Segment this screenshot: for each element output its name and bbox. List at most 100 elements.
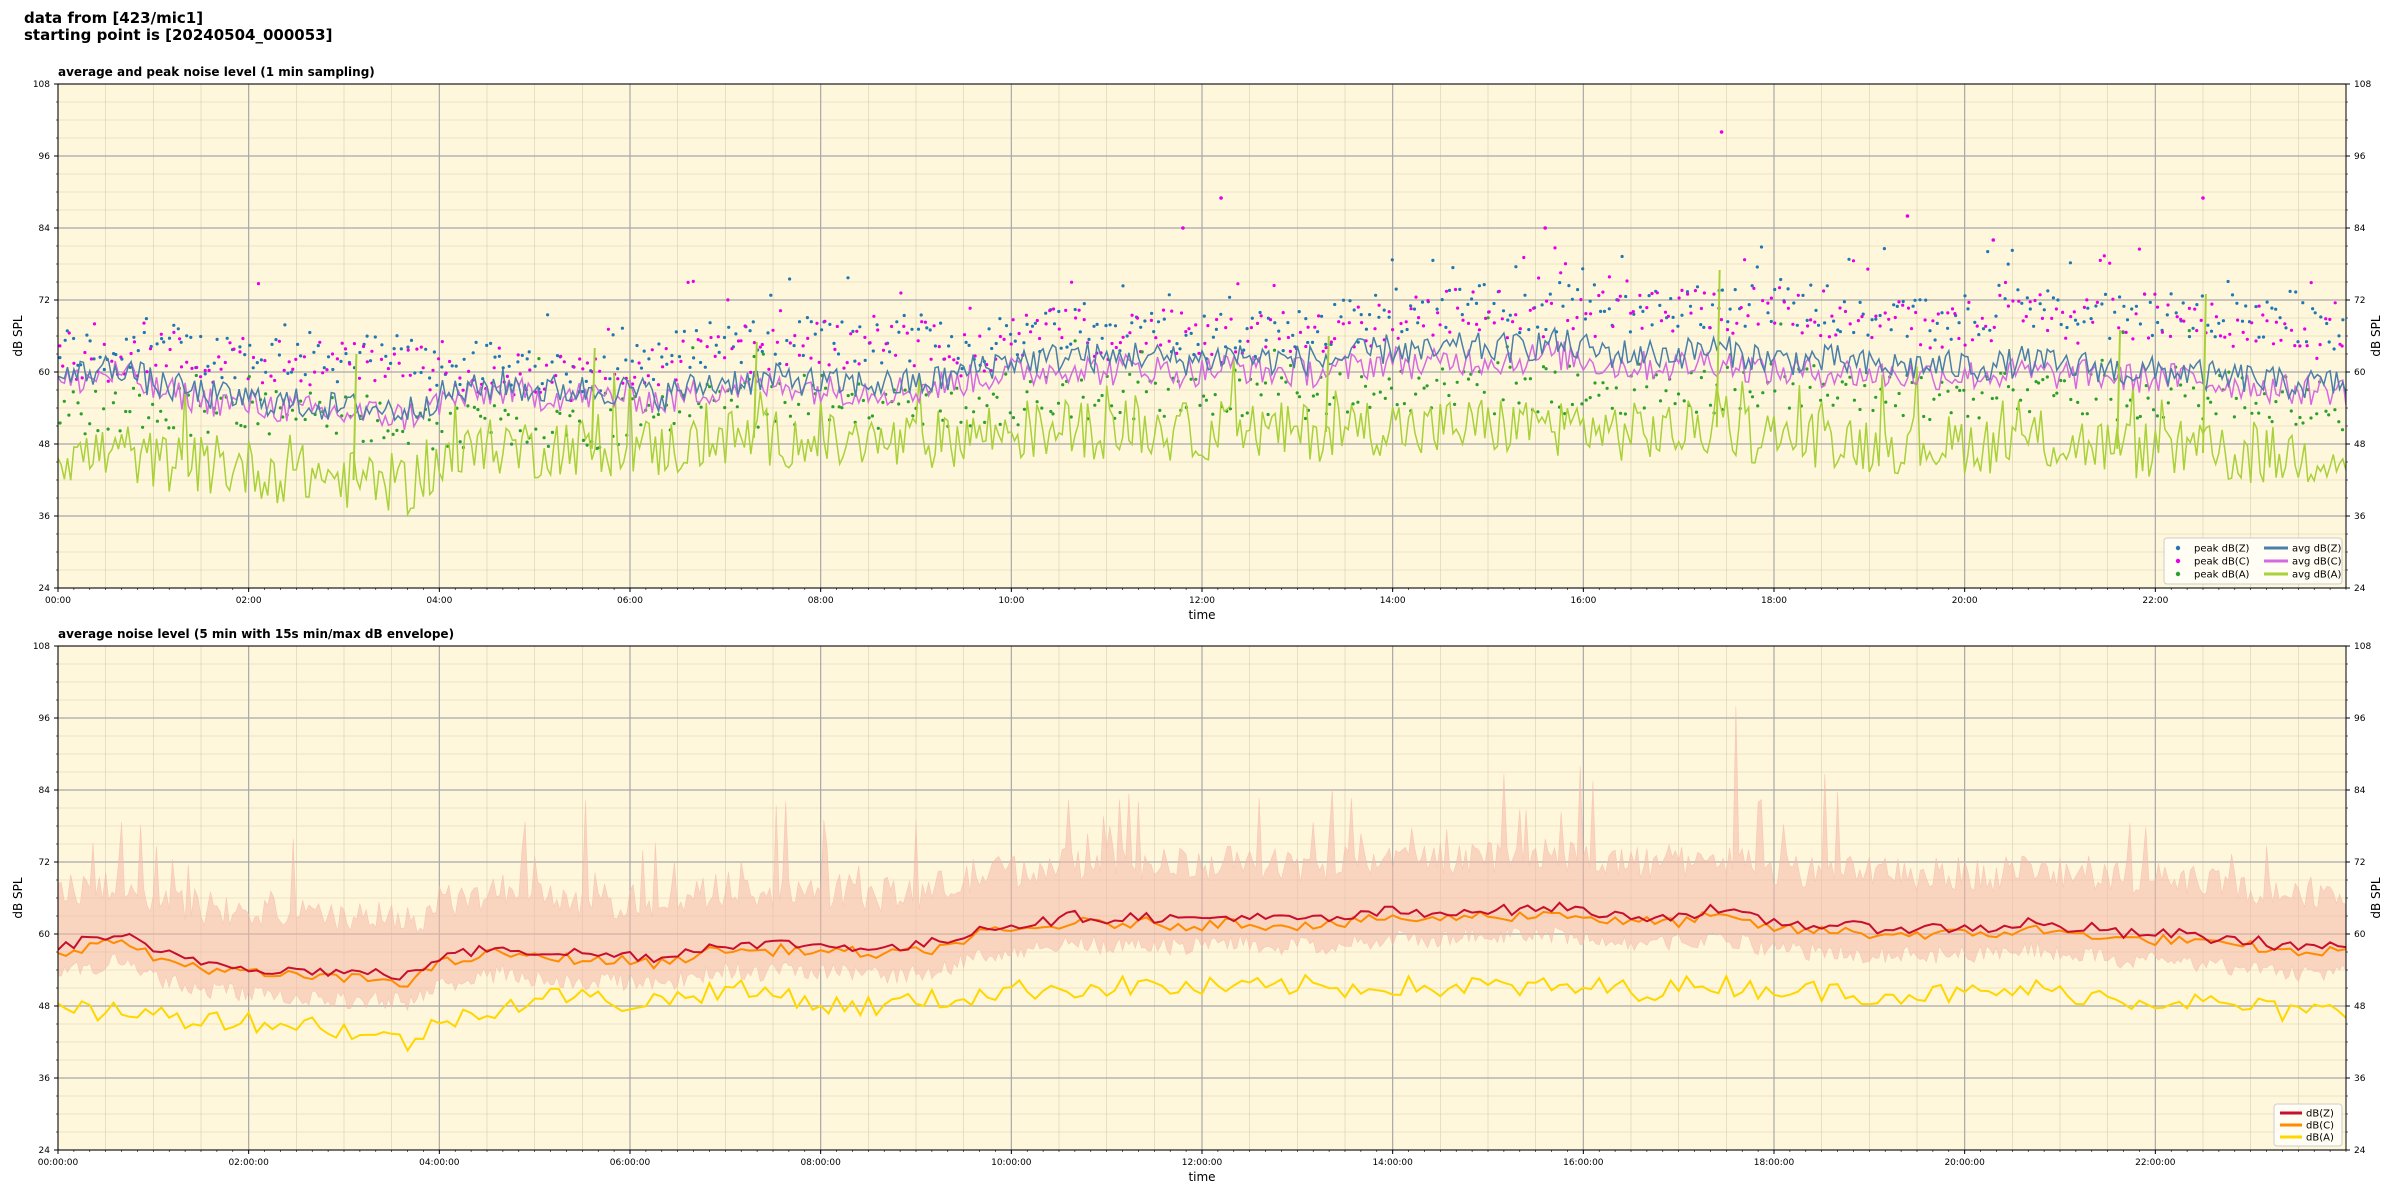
- legend-marker: [2175, 571, 2181, 577]
- peak-point: [176, 327, 180, 331]
- peak-point: [2254, 305, 2258, 309]
- peak-point: [2025, 388, 2030, 392]
- y-tick-label: 60: [39, 368, 51, 378]
- x-tick-label: 08:00:00: [800, 1158, 841, 1168]
- x-tick-label: 16:00:00: [1563, 1158, 1604, 1168]
- peak-point: [546, 313, 550, 317]
- peak-point: [2151, 408, 2156, 412]
- peak-point: [1259, 393, 1263, 397]
- peak-point: [2038, 302, 2042, 306]
- peak-point: [1348, 299, 1352, 303]
- peak-point: [195, 365, 199, 370]
- peak-point: [1658, 303, 1662, 307]
- peak-point: [1607, 307, 1611, 311]
- legend-label: dB(C): [2306, 1121, 2334, 1132]
- peak-point: [1544, 327, 1548, 332]
- peak-point: [1405, 327, 1409, 332]
- peak-point: [219, 367, 223, 371]
- peak-point: [1874, 395, 1878, 399]
- peak-point: [454, 364, 458, 368]
- peak-point: [1189, 331, 1193, 335]
- peak-point: [1901, 413, 1905, 418]
- peak-point: [199, 375, 203, 379]
- peak-point: [282, 368, 286, 372]
- peak-point: [849, 332, 853, 336]
- peak-point: [344, 352, 348, 356]
- peak-point: [1514, 265, 1518, 269]
- y-tick-label: 36: [39, 1074, 51, 1084]
- peak-point: [1500, 317, 1504, 321]
- peak-point: [1249, 326, 1253, 330]
- x-tick-label: 18:00:00: [1754, 1158, 1795, 1168]
- peak-point: [142, 321, 146, 325]
- peak-point: [1435, 307, 1439, 311]
- line-avgdba: [58, 356, 2346, 518]
- peak-point: [202, 409, 207, 413]
- peak-point: [1695, 285, 1700, 289]
- peak-point: [1458, 287, 1462, 291]
- peak-point: [1773, 287, 1777, 292]
- peak-point: [340, 414, 344, 418]
- peak-point: [1277, 337, 1281, 341]
- peak-point: [1149, 318, 1153, 322]
- peak-point: [2223, 335, 2227, 339]
- peak-point: [267, 432, 271, 436]
- peak-point: [1620, 254, 1624, 259]
- peak-point: [137, 393, 142, 397]
- peak-point: [2103, 292, 2108, 296]
- peak-point: [525, 357, 529, 361]
- peak-point: [1304, 317, 1308, 321]
- peak-point: [1035, 400, 1039, 404]
- peak-point: [2294, 290, 2298, 294]
- peak-point: [1597, 393, 1601, 397]
- peak-point: [1625, 279, 1629, 283]
- chart-title: average noise level (5 min with 15s min/…: [58, 627, 454, 641]
- peak-point: [1800, 331, 1804, 335]
- peak-point: [1364, 327, 1368, 331]
- peak-point: [1475, 383, 1479, 387]
- peak-point: [692, 356, 696, 360]
- peak-point: [831, 405, 835, 409]
- peak-point: [1272, 283, 1276, 288]
- peak-point: [1584, 312, 1588, 316]
- peak-point: [773, 352, 777, 356]
- peak-point: [1482, 390, 1486, 394]
- peak-point: [2130, 307, 2134, 311]
- peak-point: [1816, 323, 1821, 327]
- peak-point: [1957, 321, 1961, 325]
- peak-point: [467, 369, 471, 373]
- peak-point: [1752, 286, 1756, 290]
- peak-point: [72, 361, 76, 365]
- peak-point: [160, 337, 164, 341]
- peak-point: [1482, 283, 1486, 287]
- peak-point: [1517, 401, 1521, 405]
- peak-point: [1233, 346, 1237, 350]
- peak-point: [1121, 335, 1125, 339]
- peak-point: [1286, 321, 1290, 325]
- peak-point: [1619, 411, 1623, 415]
- peak-point: [661, 365, 665, 369]
- peak-point: [1211, 412, 1215, 416]
- peak-point: [1303, 416, 1308, 421]
- peak-point: [2131, 337, 2135, 341]
- y-tick-label-right: 96: [2354, 152, 2366, 162]
- peak-point: [606, 327, 611, 331]
- peak-point: [842, 366, 846, 370]
- peak-point: [1035, 318, 1039, 323]
- peak-point: [2003, 280, 2008, 285]
- peak-point: [2257, 304, 2261, 308]
- peak-point: [2274, 320, 2278, 324]
- peak-point: [1759, 245, 1764, 249]
- min-max-envelope: [58, 705, 2346, 1012]
- peak-point: [947, 344, 951, 348]
- peak-point: [1580, 402, 1584, 406]
- peak-point: [788, 341, 792, 345]
- peak-point: [797, 353, 802, 357]
- peak-point: [269, 374, 273, 378]
- peak-point: [2324, 409, 2328, 413]
- peak-point: [406, 441, 410, 445]
- peak-point: [358, 350, 362, 355]
- peak-point: [1553, 246, 1557, 250]
- peak-point: [1518, 331, 1522, 335]
- peak-point: [1963, 294, 1967, 298]
